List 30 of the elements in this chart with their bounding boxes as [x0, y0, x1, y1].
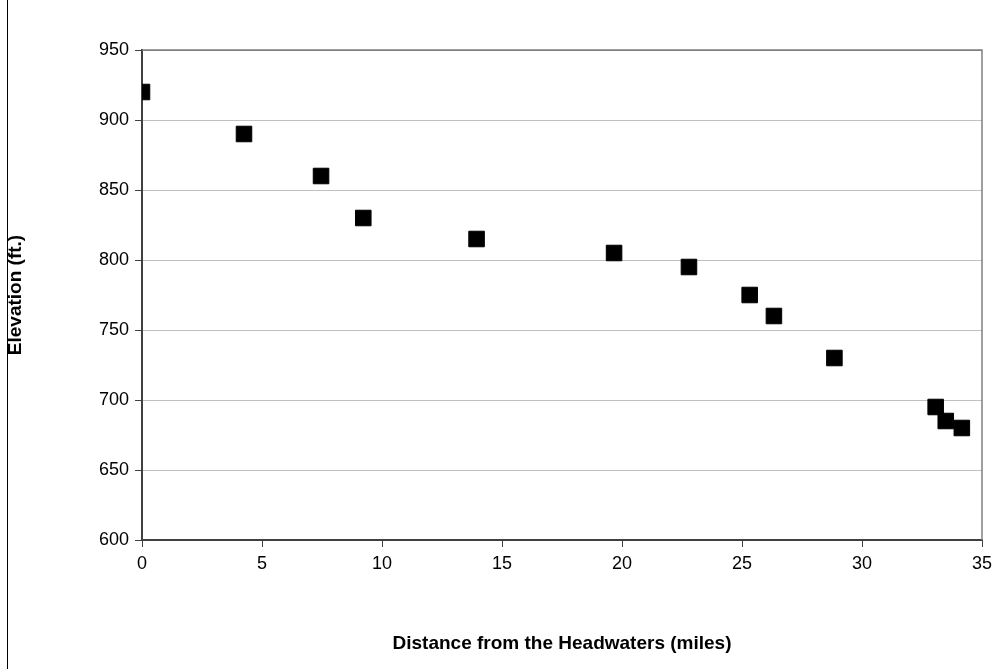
point [468, 230, 485, 248]
point [826, 349, 843, 367]
x-tick-label: 10 [371, 552, 393, 573]
point [605, 244, 623, 262]
x-axis-title: Distance from the Headwaters (miles) [392, 631, 732, 653]
y-tick-label: 600 [98, 528, 129, 549]
x-tick-label: 30 [851, 552, 873, 573]
point [312, 167, 330, 185]
x-tick-label: 20 [611, 552, 633, 573]
point [741, 286, 758, 304]
point [765, 307, 783, 325]
x-tick-label: 15 [491, 552, 513, 573]
y-tick-label: 700 [98, 388, 129, 409]
y-tick-label: 800 [98, 248, 129, 269]
x-tick-label: 5 [256, 552, 268, 573]
point [937, 412, 955, 430]
y-tick-label: 750 [98, 318, 129, 339]
x-tick-label: 35 [971, 552, 993, 573]
y-tick-label: 850 [98, 178, 129, 199]
point [927, 398, 944, 416]
point [235, 125, 253, 143]
x-tick-label: 25 [731, 552, 753, 573]
point [355, 209, 372, 227]
y-tick-label: 900 [98, 108, 129, 129]
point [680, 258, 698, 276]
y-tick-label: 950 [98, 38, 129, 59]
y-tick-label: 650 [98, 458, 129, 479]
y-axis-title: Elevation (ft.) [3, 234, 25, 356]
x-tick-label: 0 [136, 552, 148, 573]
point [953, 419, 971, 437]
